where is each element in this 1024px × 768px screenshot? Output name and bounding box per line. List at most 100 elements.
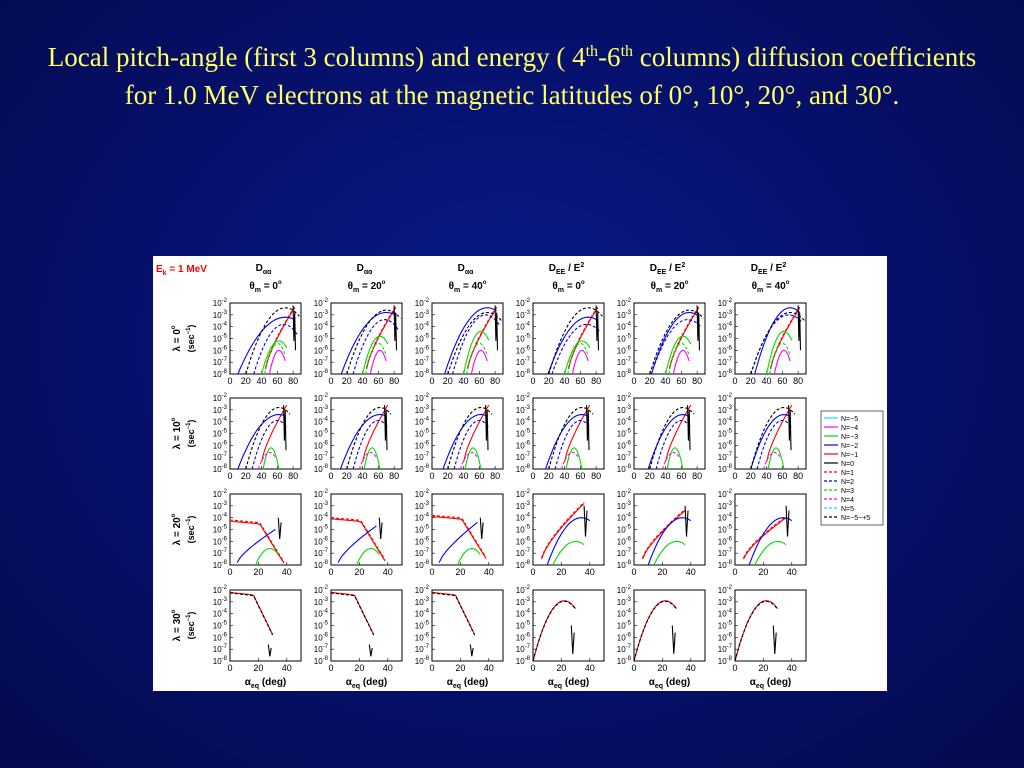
y-tick-base: 10 xyxy=(516,323,525,332)
y-tick-exp: -5 xyxy=(525,621,531,627)
x-tick-label: 60 xyxy=(777,471,787,481)
legend-label: N=−5 xyxy=(841,416,858,423)
y-tick-label: 10-3 xyxy=(617,405,632,415)
x-label-text: (deg) xyxy=(360,677,387,688)
x-tick-label: 80 xyxy=(288,376,298,386)
x-tick-label: 0 xyxy=(732,567,737,577)
y-tick-label: 10-4 xyxy=(718,609,733,619)
series-line xyxy=(253,323,298,374)
y-tick-exp: -3 xyxy=(525,310,531,316)
x-tick-label: 40 xyxy=(762,471,772,481)
y-tick-exp: -5 xyxy=(626,334,632,340)
y-tick-label: 10-2 xyxy=(415,393,430,403)
legend-label: N=−4 xyxy=(841,425,858,432)
y-tick-base: 10 xyxy=(415,453,424,462)
subplot-panel: 10-210-310-410-510-610-710-80 20 40 xyxy=(213,489,302,577)
y-tick-label: 10-4 xyxy=(213,513,228,523)
slide-title: Local pitch-angle (first 3 columns) and … xyxy=(40,38,984,114)
y-tick-exp: -2 xyxy=(323,393,329,399)
y-tick-base: 10 xyxy=(516,453,525,462)
y-tick-exp: -3 xyxy=(626,597,632,603)
y-tick-base: 10 xyxy=(617,586,626,595)
column-theta-sub: m xyxy=(656,287,662,294)
y-tick-exp: -7 xyxy=(626,452,632,458)
y-tick-base: 10 xyxy=(213,610,222,619)
subplot-panel: 10-210-310-410-510-610-710-80 20 40 60 80 xyxy=(213,393,302,481)
y-tick-base: 10 xyxy=(617,490,626,499)
subplot-curves xyxy=(331,591,375,657)
x-tick-label: 20 xyxy=(544,471,554,481)
y-tick-exp: -5 xyxy=(525,525,531,531)
series-line xyxy=(432,515,487,559)
y-tick-base: 10 xyxy=(516,502,525,511)
x-label-symbol: α xyxy=(649,677,656,688)
x-tick-label: 60 xyxy=(272,471,282,481)
column-header-quantity: DEE / E2 xyxy=(549,262,585,276)
y-tick-label: 10-6 xyxy=(415,632,430,642)
y-tick-exp: -7 xyxy=(626,357,632,363)
y-tick-label: 10-7 xyxy=(213,452,228,462)
y-tick-label: 10-3 xyxy=(314,405,329,415)
series-line xyxy=(362,335,389,374)
x-tick-label: 80 xyxy=(288,471,298,481)
series-line xyxy=(665,335,692,374)
series-line xyxy=(750,414,791,469)
series-line xyxy=(356,547,380,565)
y-tick-label: 10-8 xyxy=(415,656,430,666)
y-tick-base: 10 xyxy=(213,514,222,523)
y-tick-exp: -8 xyxy=(222,464,228,470)
y-tick-exp: -7 xyxy=(222,548,228,554)
x-tick-label: 20 xyxy=(746,471,756,481)
y-tick-label: 10-3 xyxy=(415,597,430,607)
y-tick-base: 10 xyxy=(314,406,323,415)
x-tick-label: 20 xyxy=(645,471,655,481)
row-degree: o xyxy=(171,513,177,517)
x-tick-label: 40 xyxy=(358,471,368,481)
series-line xyxy=(750,407,796,469)
y-tick-exp: -7 xyxy=(626,644,632,650)
y-tick-base: 10 xyxy=(617,549,626,558)
y-tick-exp: -4 xyxy=(424,322,430,328)
y-tick-label: 10-4 xyxy=(213,609,228,619)
y-tick-label: 10-2 xyxy=(314,585,329,595)
y-tick-base: 10 xyxy=(415,346,424,355)
y-tick-exp: -6 xyxy=(222,440,228,446)
y-tick-label: 10-2 xyxy=(617,489,632,499)
x-tick-label: 40 xyxy=(686,567,696,577)
y-tick-base: 10 xyxy=(314,561,323,570)
y-tick-label: 10-4 xyxy=(718,513,733,523)
subplot-curves xyxy=(547,305,603,374)
y-tick-exp: -2 xyxy=(222,585,228,591)
legend-label: N=−1 xyxy=(841,452,858,459)
subplot-curves xyxy=(331,517,386,565)
y-tick-base: 10 xyxy=(314,526,323,535)
x-tick-label: 80 xyxy=(793,471,803,481)
y-tick-label: 10-5 xyxy=(718,334,733,344)
x-tick-label: 0 xyxy=(429,471,434,481)
y-tick-base: 10 xyxy=(213,622,222,631)
column-header-quantity: Dαα xyxy=(357,263,374,276)
series-line xyxy=(457,547,481,565)
x-axis-label: αeq (deg) xyxy=(245,677,287,690)
y-tick-base: 10 xyxy=(213,490,222,499)
y-tick-base: 10 xyxy=(718,299,727,308)
column-theta-sub: m xyxy=(353,287,359,294)
y-tick-exp: -3 xyxy=(525,405,531,411)
y-tick-base: 10 xyxy=(213,299,222,308)
y-tick-exp: -3 xyxy=(222,310,228,316)
y-tick-base: 10 xyxy=(516,406,525,415)
y-tick-exp: -6 xyxy=(222,345,228,351)
y-tick-label: 10-4 xyxy=(617,322,632,332)
y-tick-label: 10-3 xyxy=(516,310,531,320)
row-label: λ = 0o(sec−1) xyxy=(171,325,196,353)
y-tick-exp: -6 xyxy=(727,632,733,638)
series-line xyxy=(647,517,692,565)
x-label-sub: eq xyxy=(251,683,259,690)
y-tick-exp: -8 xyxy=(323,464,329,470)
y-tick-base: 10 xyxy=(314,598,323,607)
x-label-sub: eq xyxy=(453,683,461,690)
y-tick-exp: -7 xyxy=(727,644,733,650)
x-tick-label: 60 xyxy=(777,376,787,386)
subplot-frame xyxy=(532,493,605,566)
